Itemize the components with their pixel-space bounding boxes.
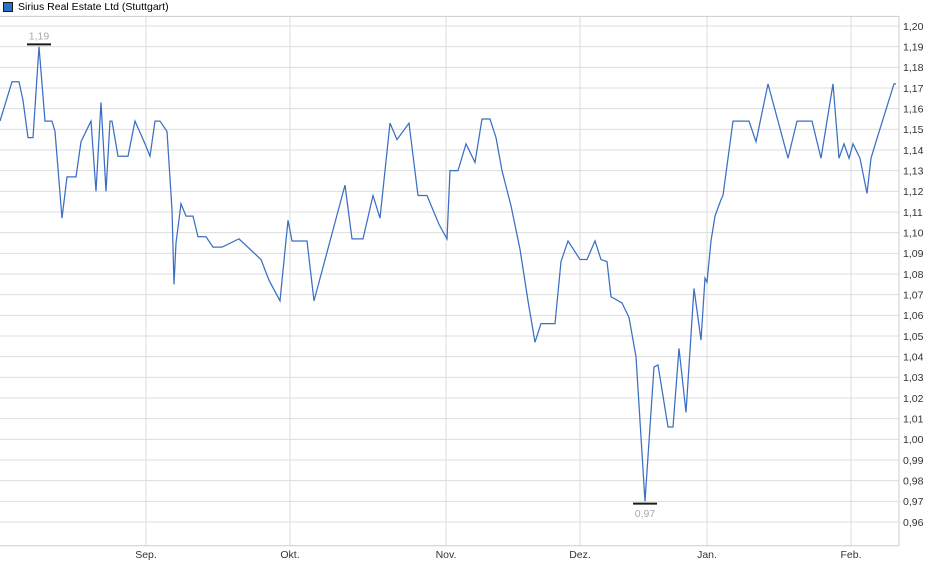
svg-text:1,17: 1,17 bbox=[903, 83, 924, 95]
svg-text:1,06: 1,06 bbox=[903, 310, 924, 322]
svg-text:1,18: 1,18 bbox=[903, 62, 924, 74]
svg-text:0,97: 0,97 bbox=[903, 496, 924, 508]
svg-text:1,15: 1,15 bbox=[903, 124, 924, 136]
svg-text:1,09: 1,09 bbox=[903, 248, 924, 260]
svg-text:0,96: 0,96 bbox=[903, 517, 924, 529]
svg-text:0,99: 0,99 bbox=[903, 455, 924, 467]
svg-text:1,07: 1,07 bbox=[903, 289, 924, 301]
svg-text:1,08: 1,08 bbox=[903, 269, 924, 281]
svg-text:1,01: 1,01 bbox=[903, 413, 924, 425]
svg-text:1,02: 1,02 bbox=[903, 393, 924, 405]
svg-text:Okt.: Okt. bbox=[280, 549, 299, 561]
svg-text:1,12: 1,12 bbox=[903, 186, 924, 198]
svg-text:Dez.: Dez. bbox=[569, 549, 591, 561]
svg-text:Jan.: Jan. bbox=[697, 549, 717, 561]
svg-text:1,00: 1,00 bbox=[903, 434, 924, 446]
svg-text:1,03: 1,03 bbox=[903, 372, 924, 384]
svg-text:Nov.: Nov. bbox=[436, 549, 457, 561]
svg-text:0,97: 0,97 bbox=[635, 508, 656, 520]
svg-text:1,04: 1,04 bbox=[903, 351, 924, 363]
svg-text:1,16: 1,16 bbox=[903, 103, 924, 115]
svg-text:0,98: 0,98 bbox=[903, 475, 924, 487]
svg-text:1,13: 1,13 bbox=[903, 165, 924, 177]
svg-text:1,19: 1,19 bbox=[29, 30, 50, 42]
svg-text:1,19: 1,19 bbox=[903, 41, 924, 53]
svg-text:Sep.: Sep. bbox=[135, 549, 157, 561]
svg-text:1,10: 1,10 bbox=[903, 227, 924, 239]
svg-text:1,11: 1,11 bbox=[903, 207, 923, 219]
svg-text:1,20: 1,20 bbox=[903, 21, 924, 33]
svg-text:1,14: 1,14 bbox=[903, 145, 924, 157]
svg-text:1,05: 1,05 bbox=[903, 331, 924, 343]
svg-text:Feb.: Feb. bbox=[840, 549, 861, 561]
